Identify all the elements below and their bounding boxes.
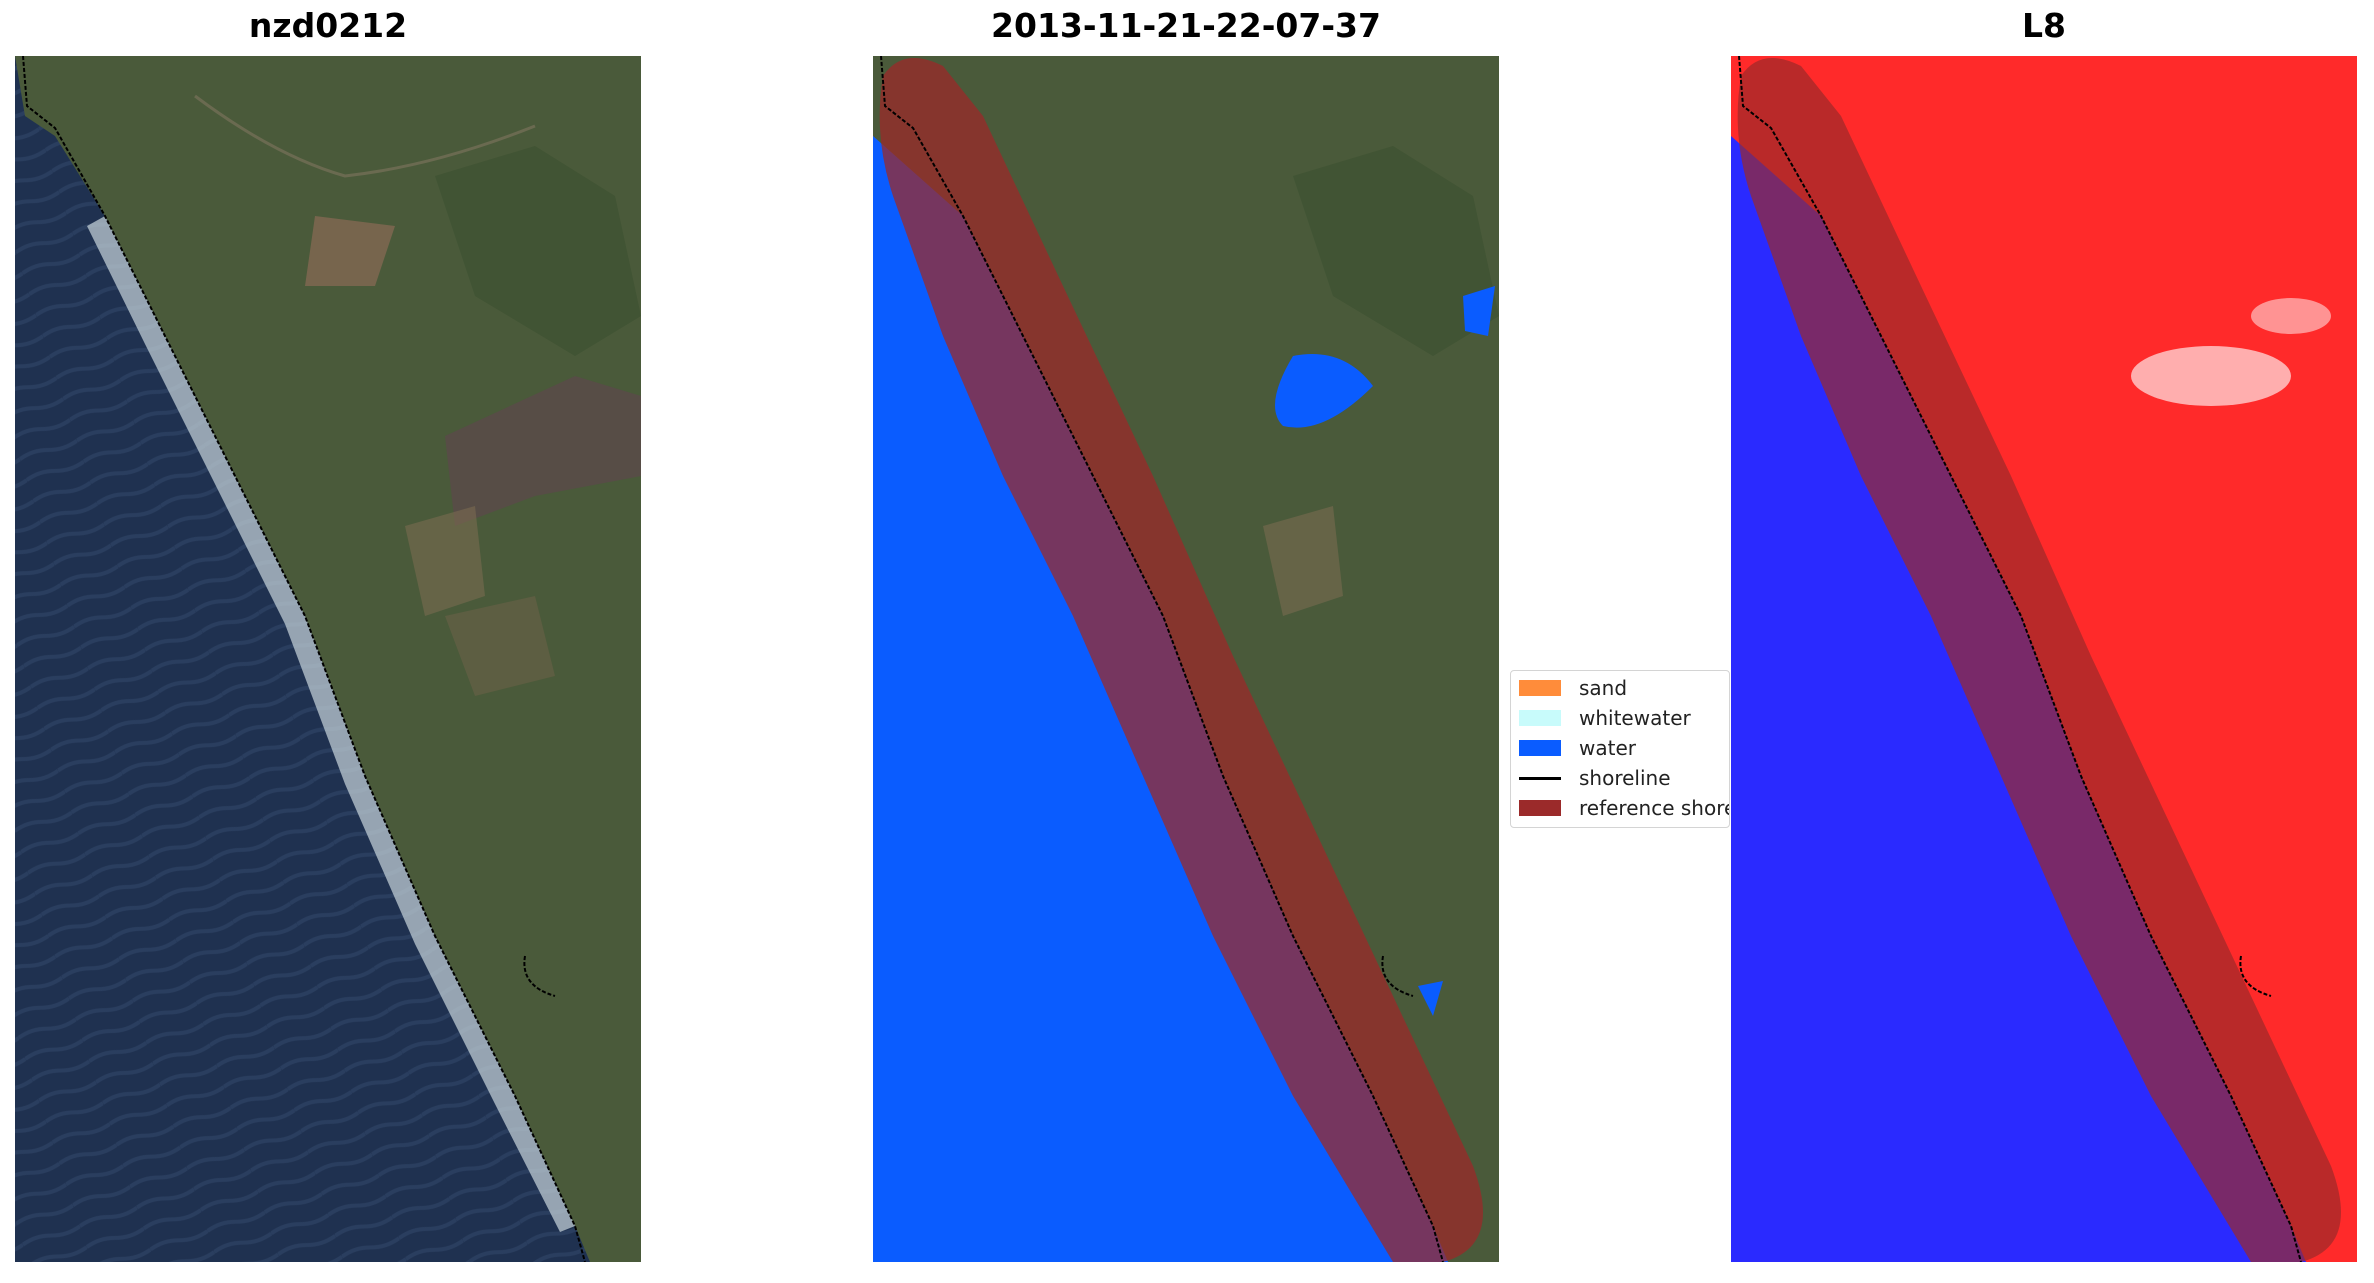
index-image-panel <box>1731 56 2357 1262</box>
panel-title-index: L8 <box>2022 6 2066 45</box>
water-class-inland <box>1275 354 1373 428</box>
reference-shoreline-buffer <box>879 58 1483 1262</box>
legend-item-reference-shoreline: reference shoreline buffer <box>1519 793 1729 823</box>
legend-swatch-sand <box>1519 680 1561 696</box>
legend-label-water: water <box>1579 736 1636 760</box>
legend-item-shoreline: shoreline <box>1519 763 1671 793</box>
legend-label-sand: sand <box>1579 676 1628 700</box>
water-class-inland <box>1418 981 1443 1016</box>
panel-title-classified: 2013-11-21-22-07-37 <box>991 6 1381 45</box>
reference-shoreline-buffer <box>1737 58 2341 1262</box>
land-patch <box>194 94 536 178</box>
land-patch <box>1263 506 1343 616</box>
land-patch <box>305 216 395 286</box>
shoreline <box>1738 56 2302 1262</box>
shoreline <box>880 56 1444 1262</box>
land-patch <box>435 146 641 356</box>
panel-title-rgb: nzd0212 <box>248 6 408 45</box>
legend-item-sand: sand <box>1519 673 1627 703</box>
legend-item-water: water <box>1519 733 1636 763</box>
land-patch <box>445 596 555 696</box>
legend-item-whitewater: whitewater <box>1519 703 1691 733</box>
map-legend: sand whitewater water shoreline referenc… <box>1510 670 1730 828</box>
land-patch <box>1293 146 1499 356</box>
shoreline-lagoon <box>523 955 556 997</box>
water-class-inland <box>1463 286 1495 336</box>
legend-label-whitewater: whitewater <box>1579 706 1691 730</box>
shoreline-lagoon <box>1381 955 1414 997</box>
rgb-image-panel <box>15 56 641 1262</box>
legend-swatch-reference-shoreline <box>1519 800 1561 816</box>
classified-image-panel <box>873 56 1499 1262</box>
legend-swatch-shoreline <box>1519 776 1561 780</box>
legend-swatch-water <box>1519 740 1561 756</box>
light-patch <box>2251 298 2331 334</box>
surf-zone <box>87 216 575 1232</box>
shoreline <box>22 56 586 1262</box>
legend-label-shoreline: shoreline <box>1579 766 1671 790</box>
light-patch <box>2131 346 2291 406</box>
legend-label-reference-shoreline: reference shoreline buffer <box>1579 796 1729 820</box>
land-patch <box>405 506 485 616</box>
shoreline-lagoon <box>2239 955 2272 997</box>
legend-swatch-whitewater <box>1519 710 1561 726</box>
land-patch <box>445 376 641 526</box>
